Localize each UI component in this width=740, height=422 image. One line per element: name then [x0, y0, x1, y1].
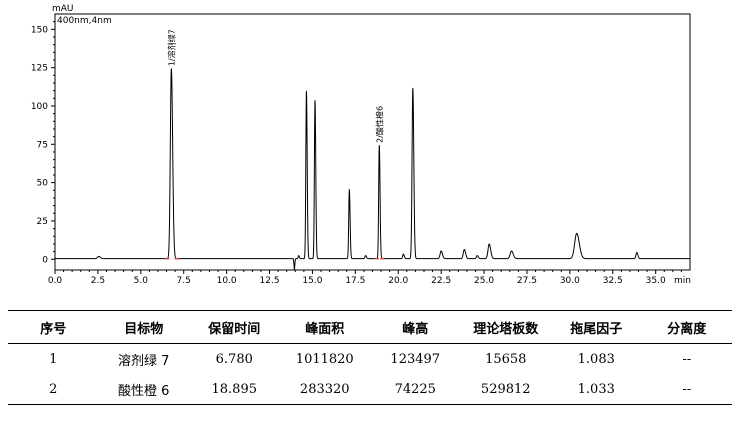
x-tick-label: 2.5 [91, 276, 105, 286]
cell-resolution: -- [682, 351, 692, 367]
y-tick-label: 25 [37, 217, 48, 227]
header-theoretical-plates: 理论塔板数 [460, 310, 551, 344]
cell-peak-height: 74225 [370, 374, 461, 405]
cell-theoretical-plates: 15658 [485, 351, 527, 367]
chromatogram-chart: mAU 400nm,4nm min 0 25 50 75 100 125 150 0.0 2.… [31, 4, 691, 286]
detector-wavelength-label: 400nm,4nm [57, 16, 112, 26]
y-tick-label: 150 [31, 25, 48, 35]
peak-label: 2/酸性橙6 [374, 106, 384, 143]
cell-tailing-factor: 1.083 [577, 351, 615, 367]
x-tick-label: 15.0 [302, 276, 322, 286]
x-tick-label: 32.5 [603, 276, 623, 286]
table-row: 2 酸性橙 6 18.895 283320 74225 529812 1.033… [8, 374, 732, 405]
y-tick-label: 50 [37, 179, 49, 189]
plot-frame [54, 13, 691, 271]
cell-peak-area: 1011820 [295, 351, 354, 367]
y-axis-ticks: 0 25 50 75 100 125 150 [31, 21, 55, 265]
header-tailing-factor: 拖尾因子 [551, 310, 642, 344]
peak-label: 1/溶剂绿7 [166, 29, 176, 66]
cell-peak-height: 123497 [390, 351, 441, 367]
header-index: 序号 [8, 310, 99, 344]
cell-target: 酸性橙 6 [98, 374, 189, 405]
x-tick-label: 5.0 [134, 276, 149, 286]
peak-labels: 1/溶剂绿7 2/酸性橙6 [166, 29, 384, 143]
x-tick-label: 10.0 [217, 276, 237, 286]
header-target: 目标物 [98, 310, 189, 344]
x-tick-label: 30.0 [560, 276, 580, 286]
peak-results-table: 序号 目标物 保留时间 峰面积 峰高 理论塔板数 拖尾因子 分离度 1 溶剂绿 … [8, 310, 732, 405]
header-peak-area: 峰面积 [279, 310, 370, 344]
cell-retention-time: 18.895 [189, 374, 280, 405]
cell-tailing-factor: 1.033 [551, 374, 642, 405]
cell-index: 1 [49, 351, 58, 367]
header-retention-time: 保留时间 [189, 310, 280, 344]
cell-peak-area: 283320 [279, 374, 370, 405]
x-tick-label: 20.0 [388, 276, 408, 286]
x-tick-label: 17.5 [345, 276, 365, 286]
cell-retention-time: 6.780 [215, 351, 253, 367]
x-tick-label: 25.0 [474, 276, 494, 286]
cell-target: 溶剂绿 7 [118, 353, 170, 369]
header-peak-height: 峰高 [370, 310, 461, 344]
y-tick-label: 75 [37, 140, 48, 150]
x-axis-ticks: 0.0 2.5 5.0 7.5 10.0 12.5 15.0 17.5 20.0 22.5 25.0… [48, 270, 682, 286]
cell-resolution: -- [641, 374, 732, 405]
y-axis-unit-label: mAU [52, 4, 74, 14]
y-tick-label: 100 [31, 102, 48, 112]
x-tick-label: 27.5 [517, 276, 537, 286]
table-header-row: 序号 目标物 保留时间 峰面积 峰高 理论塔板数 拖尾因子 分离度 [8, 310, 732, 344]
x-tick-label: 0.0 [48, 276, 63, 286]
x-tick-label: 22.5 [431, 276, 451, 286]
y-tick-label: 125 [31, 64, 48, 74]
x-tick-label: 35.0 [646, 276, 666, 286]
cell-index: 2 [8, 374, 99, 405]
x-tick-label: 7.5 [177, 276, 191, 286]
y-tick-label: 0 [42, 255, 48, 265]
x-tick-label: 12.5 [260, 276, 280, 286]
table-row: 1 溶剂绿 7 6.780 1011820 123497 15658 1.083… [8, 344, 732, 375]
chromatogram-trace [55, 68, 690, 270]
header-resolution: 分离度 [641, 310, 732, 344]
cell-theoretical-plates: 529812 [460, 374, 551, 405]
x-axis-unit-label: min [674, 276, 691, 286]
